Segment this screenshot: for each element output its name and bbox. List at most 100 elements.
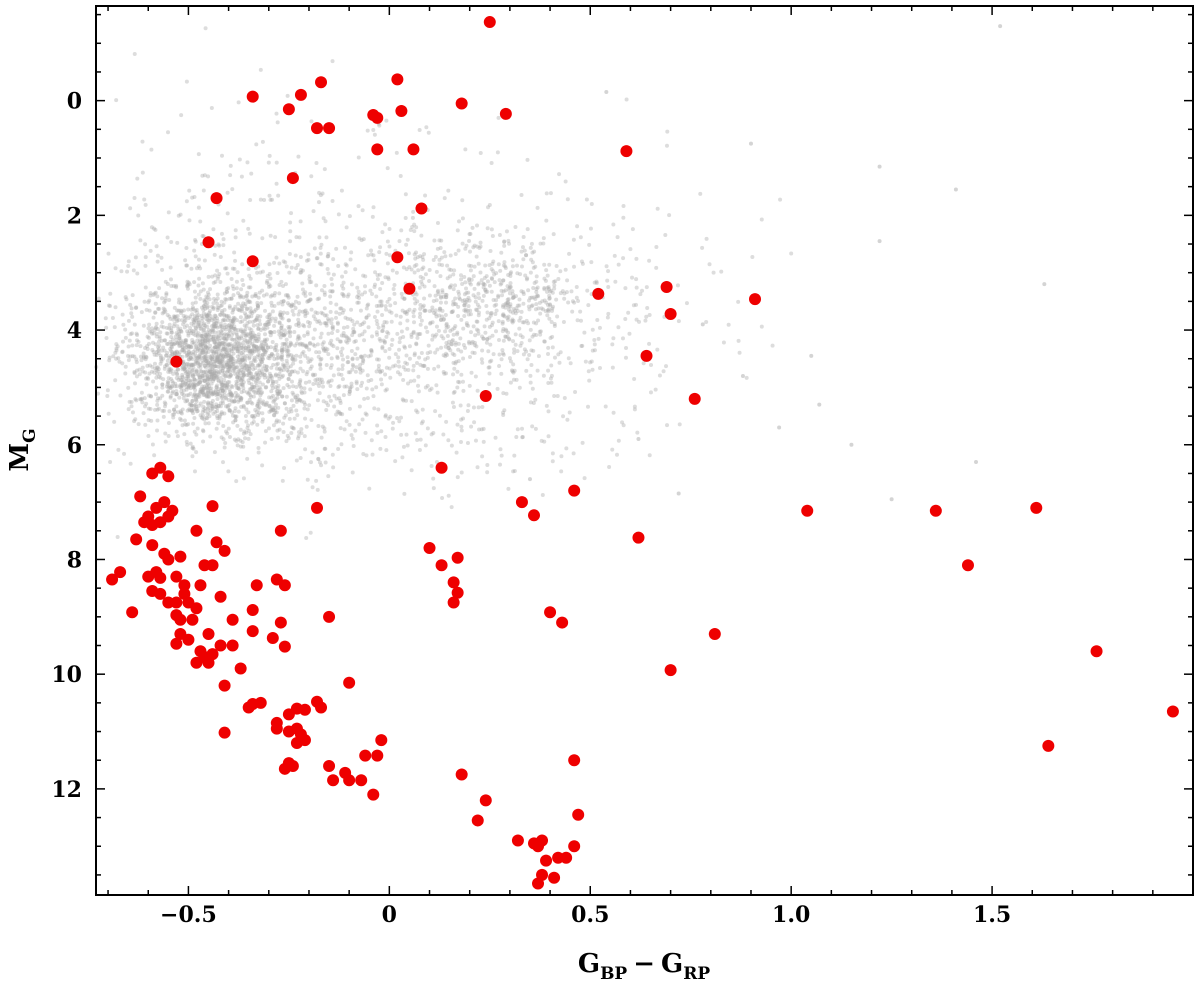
background-point — [468, 308, 473, 313]
background-point — [395, 370, 400, 375]
background-point — [447, 267, 452, 272]
background-point — [387, 227, 392, 232]
background-point — [256, 327, 261, 332]
background-point — [240, 440, 245, 445]
background-point — [380, 369, 385, 374]
background-point — [291, 361, 296, 366]
background-point — [323, 460, 328, 465]
background-point — [201, 188, 206, 193]
background-point — [215, 345, 220, 350]
background-point — [207, 318, 212, 323]
background-point — [206, 337, 211, 342]
background-point — [187, 352, 192, 357]
background-point — [393, 352, 398, 357]
background-point — [192, 248, 197, 253]
background-point — [407, 307, 412, 312]
background-point — [468, 268, 473, 273]
background-point — [570, 309, 575, 314]
background-point — [219, 325, 224, 330]
background-point — [414, 341, 419, 346]
background-point — [207, 386, 212, 391]
background-point — [231, 346, 236, 351]
background-point — [187, 383, 192, 388]
background-point — [207, 309, 212, 314]
highlighted-point — [749, 293, 762, 306]
background-point — [185, 399, 190, 404]
background-point — [168, 265, 173, 270]
background-point — [215, 276, 220, 281]
background-point — [160, 311, 165, 316]
background-point — [256, 326, 261, 331]
background-point — [196, 355, 201, 360]
background-point — [299, 427, 304, 432]
background-point — [217, 356, 222, 361]
background-point — [415, 332, 420, 337]
background-point — [320, 424, 325, 429]
background-point — [247, 364, 252, 369]
background-point — [459, 470, 464, 475]
background-point — [236, 409, 241, 414]
background-point — [196, 381, 201, 386]
background-point — [177, 297, 182, 302]
background-point — [520, 435, 525, 440]
background-point — [433, 350, 438, 355]
background-point — [214, 334, 219, 339]
background-point — [249, 382, 254, 387]
background-point — [181, 322, 186, 327]
background-point — [586, 369, 591, 374]
background-point — [341, 286, 346, 291]
background-point — [366, 379, 371, 384]
background-point — [274, 255, 279, 260]
background-point — [453, 342, 458, 347]
background-point — [176, 327, 181, 332]
background-point — [239, 294, 244, 299]
background-point — [394, 313, 399, 318]
background-point — [132, 369, 137, 374]
background-point — [501, 289, 506, 294]
background-point — [209, 361, 214, 366]
background-point — [365, 128, 370, 133]
background-point — [224, 336, 229, 341]
background-point — [345, 355, 350, 360]
background-point — [130, 314, 135, 319]
background-point — [357, 422, 362, 427]
background-point — [134, 331, 139, 336]
background-point — [485, 226, 490, 231]
background-point — [199, 387, 204, 392]
background-point — [241, 405, 246, 410]
background-point — [482, 282, 487, 287]
background-point — [288, 372, 293, 377]
background-point — [126, 263, 131, 268]
background-point — [459, 349, 464, 354]
background-point — [582, 330, 587, 335]
background-point — [228, 163, 233, 168]
x-tick-label: 1.0 — [772, 902, 810, 928]
background-point — [263, 440, 268, 445]
background-point — [305, 407, 310, 412]
background-point — [212, 349, 217, 354]
background-point — [236, 378, 241, 383]
background-point — [241, 476, 246, 481]
background-point — [140, 400, 145, 405]
highlighted-point — [1042, 739, 1055, 752]
background-point — [227, 408, 232, 413]
background-point — [116, 447, 121, 452]
background-point — [354, 379, 359, 384]
background-point — [216, 334, 221, 339]
background-point — [419, 233, 424, 238]
background-point — [143, 422, 148, 427]
background-point — [460, 216, 465, 221]
highlighted-point — [278, 640, 291, 653]
background-point — [154, 244, 159, 249]
background-point — [280, 316, 285, 321]
background-point — [535, 205, 540, 210]
background-point — [376, 366, 381, 371]
background-point — [220, 391, 225, 396]
background-point — [204, 317, 209, 322]
background-point — [341, 280, 346, 285]
background-point — [155, 259, 160, 264]
background-point — [458, 403, 463, 408]
background-point — [172, 321, 177, 326]
background-point — [162, 338, 167, 343]
background-point — [355, 295, 360, 300]
